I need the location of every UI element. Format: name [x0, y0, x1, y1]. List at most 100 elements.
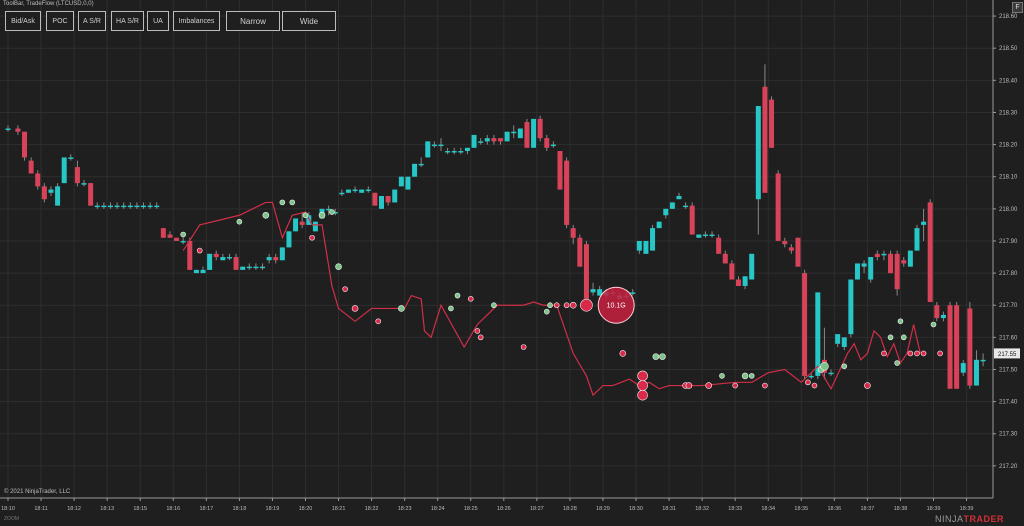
time-axis[interactable]: 18:10 18:11 18:12 18:13 18:15 18:16 18:17 18:18…: [0, 497, 993, 512]
candle-up: [696, 234, 702, 238]
candle-up: [921, 221, 927, 225]
candle-down: [372, 192, 378, 206]
sell-bubble: [762, 382, 768, 389]
buy-bubble: [335, 263, 342, 270]
candle-down: [273, 257, 279, 261]
candle-up: [531, 118, 537, 148]
price-tick-label: 218.00: [999, 207, 1018, 213]
buy-bubble: [659, 353, 666, 360]
candle-down: [874, 253, 880, 258]
buy-bubble: [820, 361, 829, 371]
candle-up: [597, 289, 603, 296]
candle-down: [894, 253, 900, 290]
candle-up: [504, 131, 510, 142]
narrow-button[interactable]: Narrow: [226, 11, 280, 31]
ua-button[interactable]: UA: [147, 11, 169, 31]
candle-down: [544, 138, 550, 148]
candle-down: [570, 228, 576, 238]
candle-up: [345, 189, 351, 193]
candle-up: [749, 253, 755, 280]
ha-sr-button[interactable]: HA S/R: [111, 11, 144, 31]
poc-button[interactable]: POC: [46, 11, 74, 31]
candle-up: [127, 205, 133, 208]
brand-prefix: NINJA: [935, 514, 964, 524]
sell-bubble: [569, 301, 577, 309]
time-tick-label: 18:34: [761, 506, 775, 512]
candle-up: [828, 372, 834, 375]
time-tick-label: 18:10: [1, 506, 15, 512]
candle-up: [511, 131, 517, 134]
candle-up: [650, 228, 656, 251]
sell-bubble: [914, 350, 920, 357]
candle-down: [537, 118, 543, 139]
candle-down: [160, 228, 166, 238]
candle-up: [339, 192, 345, 195]
current-price-marker: [994, 348, 1020, 359]
candle-up: [868, 257, 874, 280]
candle-up: [306, 215, 312, 225]
candle-up: [590, 289, 596, 293]
candle-up: [253, 266, 259, 269]
candle-up: [815, 292, 821, 376]
sell-bubble: [477, 334, 484, 341]
candle-up: [134, 205, 140, 208]
time-tick-label: 18:25: [464, 506, 478, 512]
candle-up: [676, 195, 682, 200]
candle-down: [491, 138, 497, 142]
candle-up: [68, 157, 74, 159]
candle-up: [398, 176, 404, 187]
time-tick-label: 18:22: [365, 506, 379, 512]
candle-up: [94, 205, 100, 208]
a-sr-button[interactable]: A S/R: [78, 11, 106, 31]
candle-up: [286, 231, 292, 248]
candle-up: [48, 189, 54, 193]
candle-up: [669, 202, 675, 209]
candle-up: [438, 144, 444, 147]
price-tick-label: 218.40: [999, 78, 1018, 84]
candle-up: [193, 269, 199, 274]
ninjatrader-logo: NINJATRADER: [935, 514, 1004, 524]
buy-bubble: [652, 353, 660, 360]
price-axis[interactable]: 218.60 218.50 218.40 218.30 218.20 218.10 218.…: [992, 0, 1020, 498]
candle-down: [722, 253, 728, 264]
price-tick-label: 217.80: [999, 271, 1018, 277]
buy-bubble: [547, 302, 553, 309]
candle-down: [299, 221, 305, 225]
candle-up: [107, 205, 113, 208]
candle-up: [914, 228, 920, 251]
bid-ask-button[interactable]: Bid/Ask: [5, 11, 41, 31]
candle-up: [266, 257, 272, 261]
candle-up: [55, 186, 61, 206]
candle-up: [973, 359, 979, 386]
candle-up: [683, 205, 689, 208]
time-tick-label: 18:19: [266, 506, 280, 512]
candle-up: [808, 375, 814, 378]
candle-up: [154, 205, 160, 208]
candle-up: [663, 208, 669, 216]
candle-up: [484, 138, 490, 142]
wide-button[interactable]: Wide: [282, 11, 336, 31]
imbalances-button[interactable]: Imbalances: [173, 11, 220, 31]
candle-down: [762, 86, 768, 193]
candle-up: [643, 240, 649, 254]
price-tick-label: 218.50: [999, 46, 1018, 52]
copyright-text: © 2021 NinjaTrader, LLC: [4, 489, 71, 495]
sell-bubble: [309, 234, 315, 241]
candle-down: [583, 244, 589, 299]
candle-up: [101, 205, 107, 208]
candle-up: [220, 257, 226, 261]
candle-up: [960, 363, 966, 373]
candle-down: [954, 305, 960, 389]
candle-up: [755, 106, 761, 200]
candle-up: [200, 269, 206, 274]
candle-up: [405, 176, 411, 190]
time-tick-label: 18:33: [728, 506, 742, 512]
buy-bubble: [887, 334, 894, 341]
tradeflow-line: [182, 201, 921, 397]
candle-up: [907, 250, 913, 267]
time-tick-label: 18:39: [960, 506, 974, 512]
f-toggle-button[interactable]: F: [1012, 2, 1023, 13]
price-tick-label: 218.30: [999, 110, 1018, 116]
